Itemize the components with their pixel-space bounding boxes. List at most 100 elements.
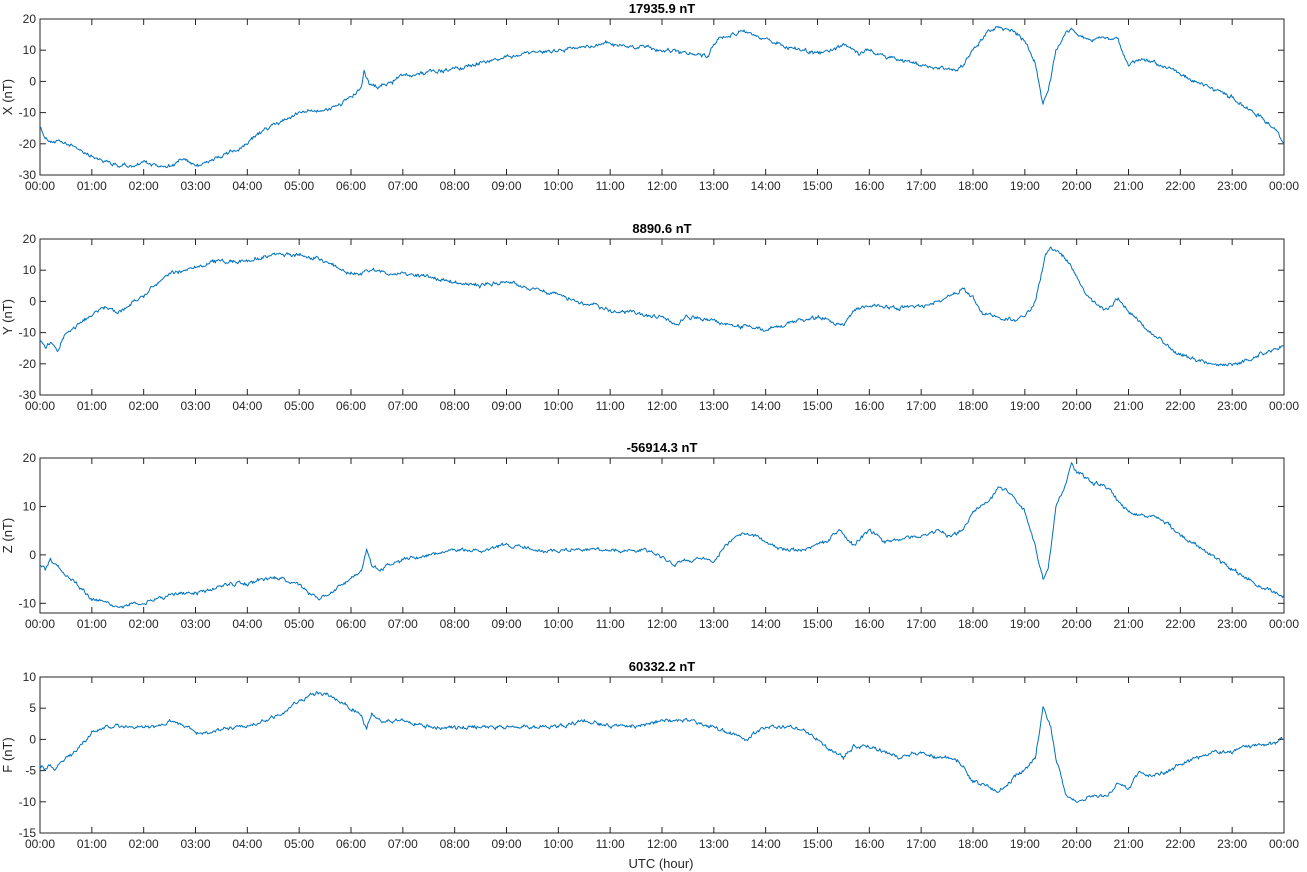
y-axis-label-x: X (nT) bbox=[0, 79, 15, 115]
x-tick-label: 19:00 bbox=[1010, 617, 1040, 631]
x-tick-label: 03:00 bbox=[180, 837, 210, 851]
x-tick-label: 02:00 bbox=[129, 399, 159, 413]
x-tick-label: 02:00 bbox=[129, 617, 159, 631]
y-tick-label: 0 bbox=[29, 732, 36, 746]
x-tick-label: 06:00 bbox=[336, 617, 366, 631]
data-line-y bbox=[39, 246, 1285, 367]
y-tick-label: -10 bbox=[19, 106, 37, 120]
x-tick-label: 07:00 bbox=[388, 399, 418, 413]
y-tick-label: -10 bbox=[19, 326, 37, 340]
x-tick-label: 18:00 bbox=[958, 617, 988, 631]
x-tick-label: 22:00 bbox=[1165, 837, 1195, 851]
x-tick-label: 00:00 bbox=[1269, 399, 1299, 413]
x-tick-label: 17:00 bbox=[906, 399, 936, 413]
y-tick-label: -10 bbox=[19, 795, 37, 809]
x-tick-label: 19:00 bbox=[1010, 837, 1040, 851]
y-axis-label-y: Y (nT) bbox=[0, 299, 15, 335]
x-tick-label: 23:00 bbox=[1217, 399, 1247, 413]
x-tick-label: 20:00 bbox=[1062, 617, 1092, 631]
x-tick-label: 18:00 bbox=[958, 399, 988, 413]
x-tick-label: 03:00 bbox=[180, 399, 210, 413]
y-tick-label: 20 bbox=[23, 451, 37, 465]
x-tick-label: 09:00 bbox=[491, 179, 521, 193]
y-tick-label: -30 bbox=[19, 388, 37, 402]
x-tick-label: 07:00 bbox=[388, 837, 418, 851]
x-tick-label: 15:00 bbox=[802, 617, 832, 631]
panel-f: 60332.2 nT F (nT) -15 -10 -5 0 5 10 00:00 01:00 02… bbox=[0, 659, 1299, 851]
x-tick-label: 12:00 bbox=[647, 837, 677, 851]
y-tick-label: 20 bbox=[23, 12, 37, 26]
x-tick-label: 23:00 bbox=[1217, 837, 1247, 851]
panel-title-y: 8890.6 nT bbox=[632, 221, 691, 236]
x-tick-label: 14:00 bbox=[751, 617, 781, 631]
data-line-z bbox=[39, 462, 1285, 609]
x-tick-label: 16:00 bbox=[854, 837, 884, 851]
x-tick-label: 08:00 bbox=[440, 837, 470, 851]
x-tick-label: 00:00 bbox=[25, 617, 55, 631]
x-tick-label: 10:00 bbox=[543, 399, 573, 413]
x-tick-label: 06:00 bbox=[336, 837, 366, 851]
x-tick-label: 00:00 bbox=[1269, 179, 1299, 193]
y-tick-label: 5 bbox=[29, 701, 36, 715]
panel-z: -56914.3 nT Z (nT) -10 0 10 20 00:00 01:00 02:00… bbox=[0, 440, 1299, 631]
x-tick-label: 09:00 bbox=[491, 399, 521, 413]
x-tick-label: 16:00 bbox=[854, 179, 884, 193]
y-tick-label: 10 bbox=[23, 499, 37, 513]
x-tick-label: 11:00 bbox=[596, 617, 625, 631]
y-tick-label: 0 bbox=[29, 548, 36, 562]
x-tick-label: 15:00 bbox=[802, 837, 832, 851]
x-tick-label: 00:00 bbox=[25, 179, 55, 193]
y-tick-label: -10 bbox=[19, 596, 37, 610]
x-tick-label: 01:00 bbox=[77, 399, 107, 413]
x-tick-label: 04:00 bbox=[232, 617, 262, 631]
x-tick-label: 07:00 bbox=[388, 179, 418, 193]
x-tick-label: 03:00 bbox=[180, 179, 210, 193]
x-tick-label: 21:00 bbox=[1113, 837, 1143, 851]
x-tick-label: 16:00 bbox=[854, 617, 884, 631]
x-tick-label: 09:00 bbox=[491, 837, 521, 851]
x-tick-label: 05:00 bbox=[284, 617, 314, 631]
x-tick-label: 17:00 bbox=[906, 179, 936, 193]
y-tick-label: -5 bbox=[25, 764, 36, 778]
y-tick-label: 10 bbox=[23, 263, 37, 277]
x-tick-label: 15:00 bbox=[802, 399, 832, 413]
plot-frame-z bbox=[39, 457, 1285, 614]
y-tick-label: 10 bbox=[23, 43, 37, 57]
x-tick-label: 04:00 bbox=[232, 399, 262, 413]
x-tick-label: 22:00 bbox=[1165, 399, 1195, 413]
panel-title-x: 17935.9 nT bbox=[629, 1, 696, 16]
x-tick-label: 06:00 bbox=[336, 399, 366, 413]
x-tick-label: 10:00 bbox=[543, 179, 573, 193]
y-tick-label: -30 bbox=[19, 168, 37, 182]
x-tick-label: 10:00 bbox=[543, 837, 573, 851]
x-tick-label: 11:00 bbox=[596, 837, 625, 851]
x-tick-label: 14:00 bbox=[751, 399, 781, 413]
y-tick-label: -20 bbox=[19, 137, 37, 151]
panel-title-z: -56914.3 nT bbox=[627, 440, 698, 455]
x-tick-label: 20:00 bbox=[1062, 399, 1092, 413]
x-tick-label: 11:00 bbox=[596, 399, 625, 413]
x-tick-label: 17:00 bbox=[906, 837, 936, 851]
x-tick-label: 04:00 bbox=[232, 837, 262, 851]
y-tick-label: 0 bbox=[29, 294, 36, 308]
x-tick-label: 21:00 bbox=[1113, 179, 1143, 193]
x-tick-label: 07:00 bbox=[388, 617, 418, 631]
x-tick-label: 00:00 bbox=[1269, 837, 1299, 851]
x-tick-label: 14:00 bbox=[751, 179, 781, 193]
x-tick-label: 02:00 bbox=[129, 179, 159, 193]
plot-frame-f bbox=[39, 676, 1285, 834]
x-tick-label: 00:00 bbox=[25, 837, 55, 851]
x-tick-label: 12:00 bbox=[647, 179, 677, 193]
data-line-x bbox=[39, 26, 1285, 169]
x-tick-label: 10:00 bbox=[543, 617, 573, 631]
plot-frame-x bbox=[39, 18, 1285, 176]
data-line-f bbox=[39, 691, 1284, 803]
x-tick-label: 21:00 bbox=[1113, 617, 1143, 631]
x-tick-label: 22:00 bbox=[1165, 179, 1195, 193]
panel-title-f: 60332.2 nT bbox=[629, 659, 696, 674]
y-tick-label: 10 bbox=[23, 670, 37, 684]
x-tick-label: 05:00 bbox=[284, 399, 314, 413]
x-axis-label: UTC (hour) bbox=[628, 856, 693, 871]
x-tick-label: 01:00 bbox=[77, 837, 107, 851]
x-tick-label: 13:00 bbox=[699, 179, 729, 193]
